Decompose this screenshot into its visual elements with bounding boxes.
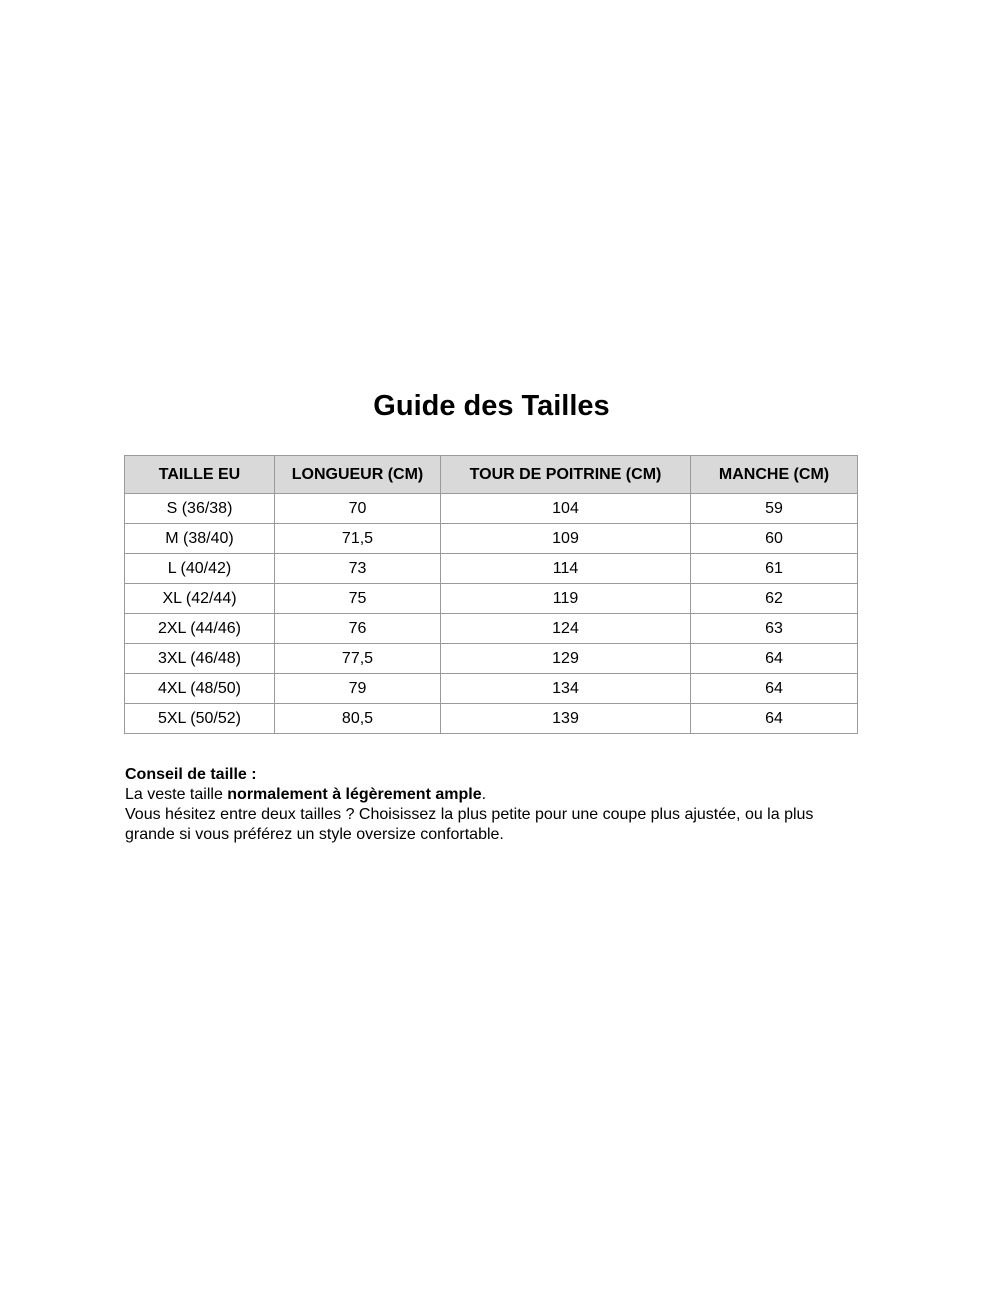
table-cell: 104 [440,493,691,524]
table-cell: 63 [690,613,858,644]
table-cell: 64 [690,673,858,704]
table-cell: 109 [440,523,691,554]
table-row: M (38/40) 71,5 109 60 [124,523,858,554]
table-cell: 2XL (44/46) [124,613,275,644]
table-cell: 73 [274,553,441,584]
table-cell: 129 [440,643,691,674]
table-row: 4XL (48/50) 79 134 64 [124,673,858,704]
table-cell: 76 [274,613,441,644]
table-cell: 79 [274,673,441,704]
table-cell: L (40/42) [124,553,275,584]
table-cell: 80,5 [274,703,441,734]
table-cell: 3XL (46/48) [124,643,275,674]
table-cell: 64 [690,703,858,734]
table-row: S (36/38) 70 104 59 [124,493,858,524]
page-title: Guide des Tailles [373,390,610,422]
table-cell: 70 [274,493,441,524]
table-row: L (40/42) 73 114 61 [124,553,858,584]
table-cell: 71,5 [274,523,441,554]
advice-line-1-suffix: . [481,786,487,803]
table-cell: 59 [690,493,858,524]
table-cell: 75 [274,583,441,614]
advice-line-1: La veste taille normalement à légèrement… [125,785,865,805]
header-longueur: LONGUEUR (CM) [274,455,441,494]
advice-line-1-prefix: La veste taille [125,786,228,803]
table-cell: M (38/40) [124,523,275,554]
table-header-row: TAILLE EU LONGUEUR (CM) TOUR DE POITRINE… [124,455,858,494]
table-cell: 60 [690,523,858,554]
table-cell: S (36/38) [124,493,275,524]
table-cell: 77,5 [274,643,441,674]
table-row: 2XL (44/46) 76 124 63 [124,613,858,644]
header-tour-de-poitrine: TOUR DE POITRINE (CM) [440,455,691,494]
table-cell: 4XL (48/50) [124,673,275,704]
table-row: 5XL (50/52) 80,5 139 64 [124,703,858,734]
size-table: TAILLE EU LONGUEUR (CM) TOUR DE POITRINE… [124,455,858,734]
table-cell: 64 [690,643,858,674]
table-cell: 119 [440,583,691,614]
advice-line-2: Vous hésitez entre deux tailles ? Choisi… [125,806,814,843]
table-cell: XL (42/44) [124,583,275,614]
table-cell: 124 [440,613,691,644]
table-cell: 114 [440,553,691,584]
header-taille: TAILLE EU [124,455,275,494]
table-cell: 134 [440,673,691,704]
table-cell: 5XL (50/52) [124,703,275,734]
header-manche: MANCHE (CM) [690,455,858,494]
table-row: XL (42/44) 75 119 62 [124,583,858,614]
table-row: 3XL (46/48) 77,5 129 64 [124,643,858,674]
advice-line-1-bold: normalement à légèrement ample [227,786,482,803]
size-advice: Conseil de taille : La veste taille norm… [125,765,865,845]
table-cell: 61 [690,553,858,584]
table-cell: 139 [440,703,691,734]
table-cell: 62 [690,583,858,614]
advice-heading: Conseil de taille : [125,766,257,783]
